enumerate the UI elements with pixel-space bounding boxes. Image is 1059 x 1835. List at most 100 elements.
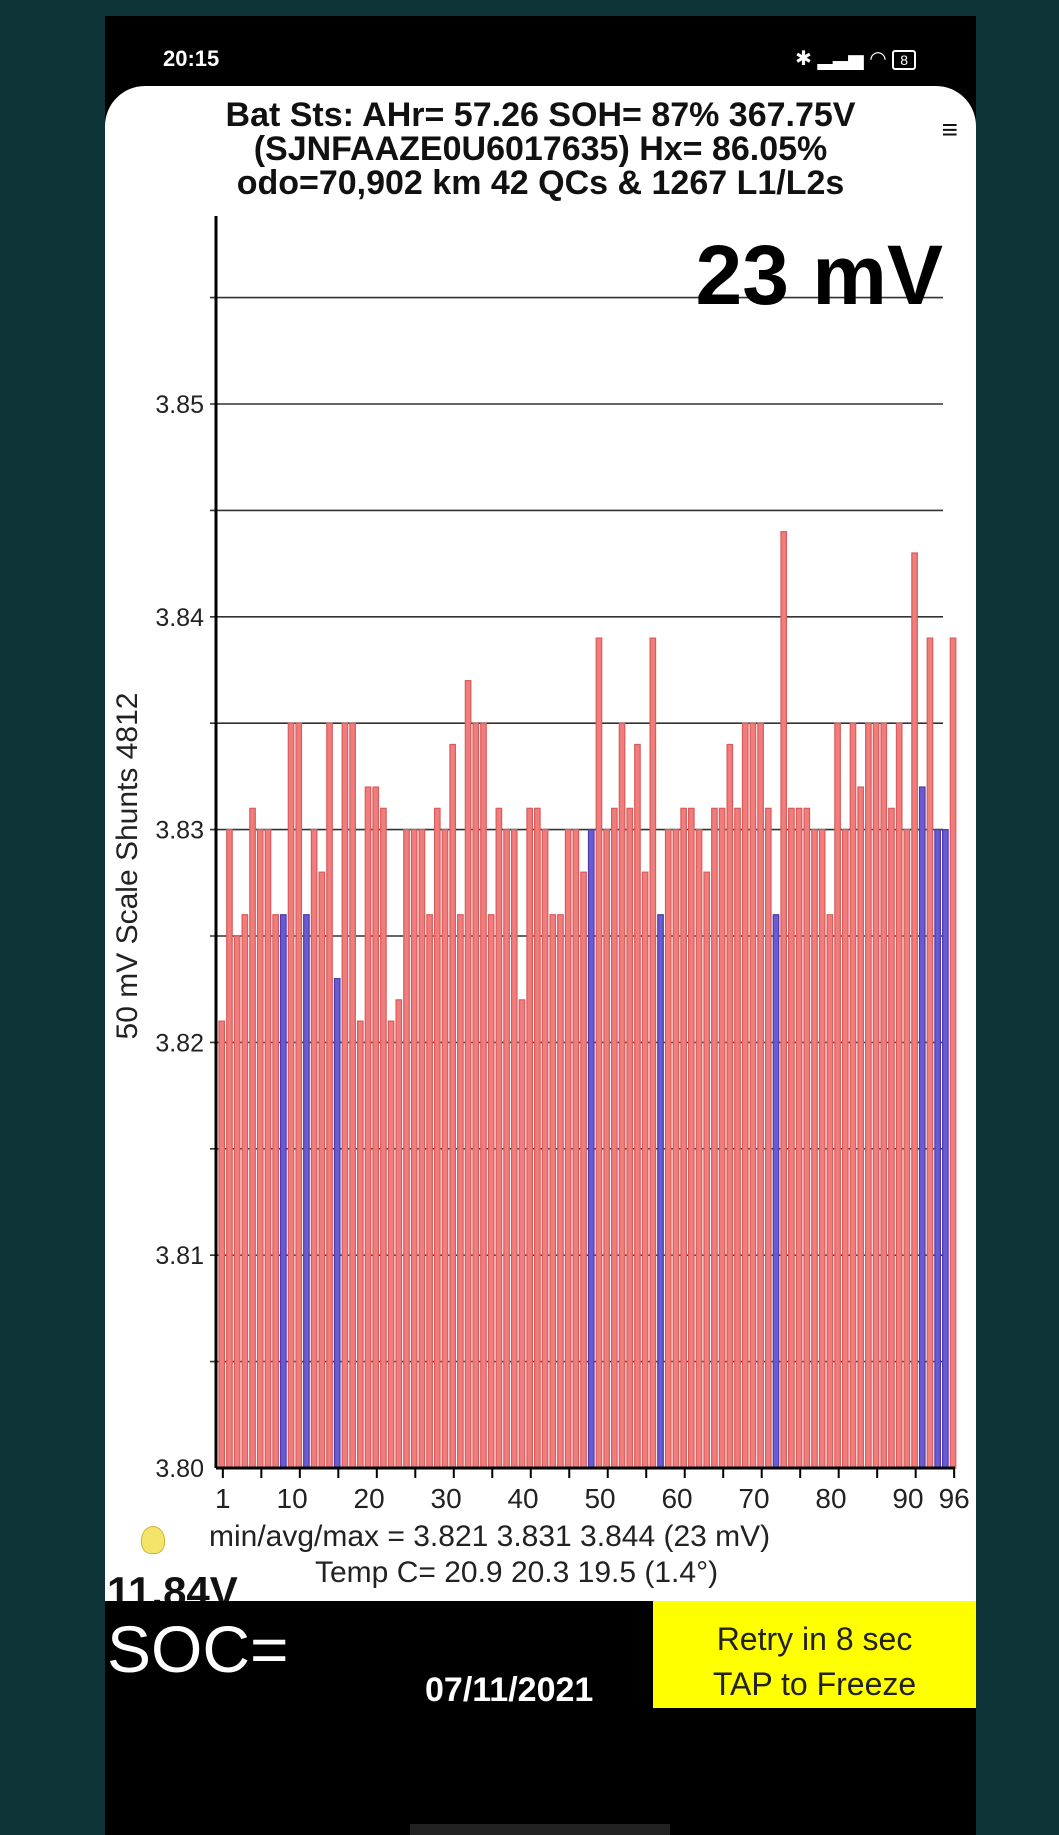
bar-cell-21: [372, 786, 380, 1469]
menu-icon[interactable]: ≡: [941, 114, 958, 145]
bar-cell-94: [934, 828, 942, 1469]
status-icons: ✱ ▂▃▅ ◠ 8: [795, 46, 916, 71]
battery-icon: 8: [892, 50, 916, 70]
bar-cell-37: [495, 807, 503, 1469]
bar-cell-82: [841, 828, 849, 1469]
app-content[interactable]: Bat Sts: AHr= 57.26 SOH= 87% 367.75V (SJ…: [105, 86, 976, 1615]
bar-cell-54: [626, 807, 634, 1469]
bar-cell-73: [772, 914, 780, 1469]
battery-status-line: Bat Sts: AHr= 57.26 SOH= 87% 367.75V: [225, 96, 856, 134]
bar-cell-14: [318, 871, 326, 1469]
x-tick-label: 20: [354, 1483, 385, 1514]
y-tick-label: 3.83: [155, 817, 204, 845]
signal-icon: ▂▃▅: [817, 48, 864, 70]
bar-cell-40: [518, 999, 526, 1469]
bar-cell-34: [472, 722, 480, 1469]
x-tick-label: 96: [939, 1483, 970, 1514]
bar-cell-12: [303, 914, 310, 1469]
bar-cell-53: [618, 722, 626, 1469]
bar-cell-58: [657, 914, 664, 1469]
bar-cell-79: [818, 828, 826, 1469]
bar-cell-65: [711, 807, 718, 1469]
x-tick-label: 60: [661, 1483, 692, 1514]
y-tick-label: 3.80: [155, 1455, 204, 1483]
bar-cell-19: [356, 1020, 364, 1469]
bar-cell-11: [295, 722, 303, 1469]
bar-cell-75: [788, 807, 795, 1469]
bar-cell-92: [918, 786, 926, 1469]
bar-cell-29: [433, 807, 441, 1469]
bar-cell-49: [587, 828, 595, 1469]
bar-cell-30: [441, 828, 449, 1469]
bar-cell-51: [603, 828, 610, 1469]
bar-cell-24: [395, 999, 403, 1469]
bar-cell-1: [218, 1020, 226, 1469]
bar-cell-87: [880, 722, 888, 1469]
tap-freeze-label: TAP to Freeze: [712, 1666, 917, 1702]
retry-freeze-button[interactable]: Retry in 8 sec TAP to Freeze: [653, 1601, 976, 1708]
bar-cell-48: [580, 871, 587, 1469]
bar-cell-59: [664, 828, 672, 1469]
bar-cell-15: [326, 722, 333, 1469]
bar-cell-61: [680, 807, 687, 1469]
retry-label: Retry in 8 sec: [716, 1621, 913, 1657]
bar-cell-86: [872, 722, 880, 1469]
x-tick-label: 1: [215, 1483, 231, 1514]
bar-cell-95: [942, 828, 949, 1469]
phone-screen: 20:15 ✱ ▂▃▅ ◠ 8 Bat Sts: AHr= 57.26 SOH=…: [105, 16, 976, 1835]
bar-cell-85: [865, 722, 872, 1469]
bar-cell-32: [457, 914, 464, 1469]
bar-cell-76: [795, 807, 803, 1469]
bar-cell-81: [834, 722, 841, 1469]
wifi-icon: ◠: [869, 48, 887, 70]
bar-cell-83: [849, 722, 857, 1469]
bar-cell-16: [333, 977, 341, 1469]
bar-cell-56: [641, 871, 649, 1469]
bar-cell-91: [911, 552, 918, 1469]
bar-cell-45: [557, 914, 564, 1469]
bar-cell-47: [572, 828, 580, 1469]
bar-cell-36: [487, 914, 495, 1469]
bar-cell-55: [634, 743, 641, 1469]
bar-cell-38: [503, 828, 510, 1469]
nav-handle[interactable]: [410, 1824, 670, 1835]
y-tick-label: 3.82: [155, 1029, 204, 1057]
bar-cell-72: [764, 807, 772, 1469]
bar-cell-43: [541, 828, 549, 1469]
bar-cell-44: [549, 914, 557, 1469]
bar-cell-60: [672, 828, 680, 1469]
status-time: 20:15: [163, 46, 220, 71]
bar-cell-3: [233, 935, 241, 1469]
bar-cell-42: [534, 807, 541, 1469]
bar-cell-96: [949, 637, 957, 1469]
bar-cell-88: [888, 807, 895, 1469]
bar-cell-66: [718, 807, 726, 1469]
bar-cell-46: [564, 828, 572, 1469]
bar-cell-28: [426, 914, 433, 1469]
bar-cell-39: [510, 828, 518, 1469]
y-axis-label: 50 mV Scale Shunts 4812: [111, 693, 144, 1040]
odometer-line: odo=70,902 km 42 QCs & 1267 L1/L2s: [236, 164, 845, 202]
bar-cell-62: [687, 807, 695, 1469]
bar-cell-5: [249, 807, 256, 1469]
bar-cell-93: [926, 637, 934, 1469]
y-tick-label: 3.81: [155, 1242, 204, 1270]
x-tick-label: 90: [892, 1483, 923, 1514]
bar-cell-18: [349, 722, 356, 1469]
y-tick-label: 3.84: [155, 604, 204, 632]
bar-cell-67: [726, 743, 734, 1469]
temperature-stats: Temp C= 20.9 20.3 19.5 (1.4°): [315, 1556, 719, 1589]
bulb-icon[interactable]: [141, 1526, 165, 1554]
bar-cell-90: [903, 828, 911, 1469]
bar-cell-68: [734, 807, 741, 1469]
bar-cell-89: [895, 722, 903, 1469]
spread-value: 23 mV: [696, 228, 944, 322]
cell-voltage-chart: 3.80 3.81 3.82 3.83 3.84 3.85 1 10 20 30 40 50 60 70 8…: [111, 216, 970, 1514]
bar-cell-64: [703, 871, 711, 1469]
bar-cell-57: [649, 637, 657, 1469]
date-label: 07/11/2021: [425, 1671, 594, 1709]
x-tick-label: 30: [431, 1483, 462, 1514]
bar-cell-22: [380, 807, 387, 1469]
bar-cell-52: [610, 807, 618, 1469]
x-tick-label: 80: [815, 1483, 846, 1514]
